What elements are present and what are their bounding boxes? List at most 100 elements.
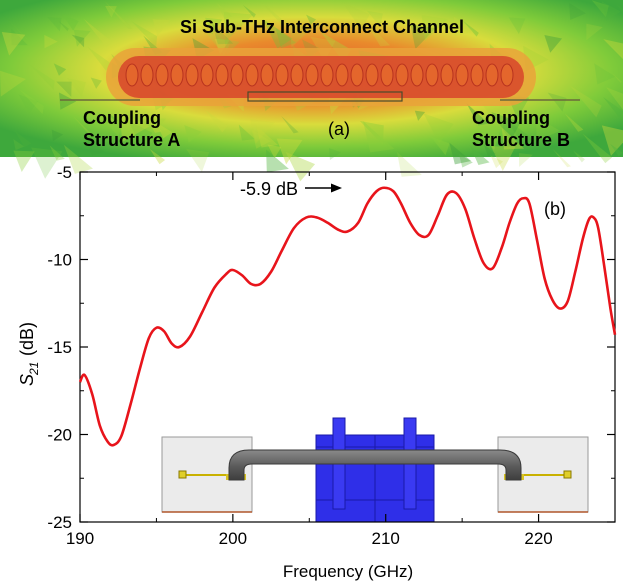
mesh-facet [414, 110, 426, 121]
mesh-facet [184, 125, 202, 143]
mesh-facet [483, 144, 496, 157]
mesh-facet [18, 88, 44, 115]
mesh-facet [610, 143, 623, 157]
mesh-facet [119, 111, 150, 142]
field-lobe [260, 63, 274, 87]
panel-a-label: (a) [328, 119, 350, 139]
field-lobe [470, 63, 484, 87]
mesh-facet [582, 133, 613, 164]
mesh-facet [366, 10, 383, 27]
mesh-facet [205, 17, 223, 35]
y-tick-label: -10 [47, 251, 72, 270]
field-lobe [410, 63, 424, 87]
mesh-facet [214, 38, 230, 55]
mesh-facet [601, 1, 621, 21]
field-lobe [320, 63, 334, 87]
field-lobe [155, 63, 169, 87]
field-lobe [170, 63, 184, 87]
mesh-facet [107, 112, 118, 123]
panel-a-image: Si Sub-THz Interconnect Channel Coupling… [0, 0, 623, 182]
si-waveguide [228, 449, 522, 481]
mesh-facet [490, 146, 516, 171]
mesh-facet [14, 130, 32, 148]
coupling-a-line2: Structure A [83, 130, 180, 150]
mesh-facet [0, 70, 26, 97]
mesh-facet [156, 122, 173, 139]
mesh-facet [458, 153, 473, 168]
mesh-facet [481, 103, 508, 130]
y-axis-label-sub: 21 [27, 362, 41, 376]
mesh-facet [205, 110, 228, 133]
x-tick-label: 210 [372, 529, 400, 548]
x-tick-label: 190 [66, 529, 94, 548]
mesh-facet [51, 129, 64, 142]
mesh-facet [606, 87, 623, 110]
mesh-facet [364, 20, 391, 47]
panel-b-label: (b) [544, 199, 566, 219]
mesh-facet [469, 145, 490, 166]
mesh-facet [56, 81, 72, 97]
field-lobe [125, 63, 139, 87]
field-lobe [185, 63, 199, 87]
mesh-facet [453, 16, 474, 37]
mesh-facet [145, 116, 162, 133]
mesh-facet [44, 34, 58, 49]
mesh-facet [586, 23, 603, 41]
mesh-facet [71, 34, 85, 48]
field-lobe [215, 63, 229, 87]
field-lobe [245, 63, 259, 87]
mesh-facet [72, 115, 94, 137]
mesh-facet [615, 2, 623, 14]
mesh-facet [105, 5, 117, 18]
mesh-facet [544, 35, 563, 53]
x-axis-label: Frequency (GHz) [283, 562, 413, 581]
mesh-facet [504, 117, 533, 147]
mesh-facet [328, 148, 341, 161]
x-tick-label: 200 [219, 529, 247, 548]
mesh-facet [423, 113, 454, 144]
field-lobe [230, 63, 244, 87]
mesh-facet [152, 19, 171, 37]
mesh-facet [267, 144, 282, 159]
panel-b-chart: 190 200 210 220 -5 -10 -15 -20 -25 -5.9 dB (b) F… [17, 163, 617, 581]
mesh-facet [58, 20, 69, 32]
mesh-facet [90, 77, 102, 89]
field-lobe [350, 63, 364, 87]
mesh-facet [518, 153, 533, 167]
mesh-facet [199, 25, 231, 56]
mesh-facet [153, 118, 167, 131]
mesh-facet [501, 127, 525, 150]
mesh-facet [256, 125, 279, 148]
mesh-facet [569, 85, 602, 118]
mesh-facet [211, 22, 234, 45]
y-tick-label: -5 [57, 163, 72, 182]
s21-curve [78, 186, 617, 447]
mesh-facet [363, 121, 395, 153]
field-lobe [395, 63, 409, 87]
coupling-b-line1: Coupling [472, 108, 550, 128]
y-axis-label: S 21 (dB) [17, 322, 41, 386]
mesh-facet [462, 20, 479, 37]
field-lobes [125, 63, 514, 87]
mesh-facet [131, 21, 158, 47]
mesh-facet [591, 0, 609, 18]
mesh-facet [223, 12, 254, 42]
mesh-facet [83, 134, 105, 156]
mesh-facet [410, 24, 436, 50]
y-tick-label: -25 [47, 513, 72, 532]
field-lobe [290, 63, 304, 87]
mesh-facet [242, 5, 256, 18]
mesh-facet [53, 63, 67, 76]
mesh-facet [396, 151, 422, 177]
mesh-facet [250, 119, 275, 144]
mesh-facet [603, 39, 623, 60]
mesh-facet [66, 77, 86, 98]
mesh-facet [47, 17, 62, 32]
field-lobe [455, 63, 469, 87]
field-lobe [380, 63, 394, 87]
field-lobe [500, 63, 514, 87]
mesh-facet [216, 2, 233, 19]
mesh-facet [96, 111, 122, 137]
mesh-facet [421, 14, 448, 42]
interconnect-outline [247, 91, 403, 102]
